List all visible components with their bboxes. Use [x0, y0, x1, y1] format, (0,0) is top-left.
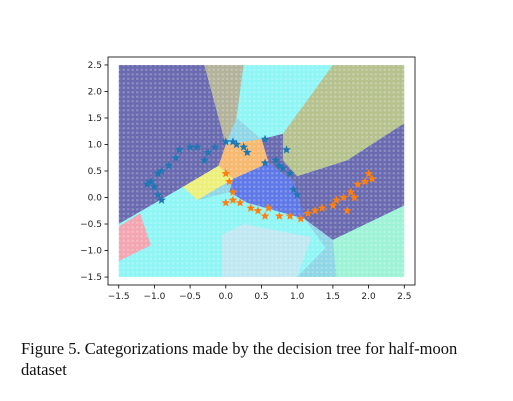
- y-tick-label: −0.5: [80, 220, 102, 230]
- x-tick-label: −0.5: [179, 292, 201, 302]
- plot-margin: [108, 57, 415, 65]
- y-axis: −1.5 −1.0 −0.5 0.0 0.5 1.0 1.5 2.0 2.5: [80, 61, 108, 283]
- class-0-point: [228, 137, 238, 146]
- x-tick-label: 2.0: [361, 292, 376, 302]
- class-0-point: [260, 158, 270, 167]
- class-1-point: [360, 177, 370, 186]
- class-0-point: [285, 169, 295, 178]
- class-1-point: [253, 206, 263, 215]
- class-1-point: [264, 203, 274, 212]
- class-0-point: [185, 142, 195, 151]
- class-1-point: [367, 174, 377, 183]
- class-1-point: [221, 198, 231, 207]
- class-0-point: [150, 182, 159, 191]
- x-axis: −1.5 −1.0 −0.5 0.0 0.5 1.0 1.5 2.0 2.5: [108, 285, 411, 302]
- y-tick-label: 0.5: [88, 167, 102, 177]
- plot-margin: [108, 57, 119, 285]
- x-tick-label: −1.0: [143, 292, 165, 302]
- figure-caption: Figure 5. Categorizations made by the de…: [21, 339, 458, 379]
- y-tick-label: 2.5: [88, 61, 102, 71]
- class-1-point: [274, 211, 284, 220]
- y-tick-label: 1.5: [88, 114, 102, 124]
- plot-margin: [404, 57, 415, 285]
- class-1-point: [342, 206, 352, 215]
- class-0-point: [200, 155, 209, 165]
- y-tick-label: −1.5: [80, 273, 102, 283]
- class-0-point: [175, 145, 184, 154]
- class-1-point: [260, 211, 270, 220]
- class-1-point: [221, 169, 231, 178]
- class-1-point: [225, 177, 234, 186]
- class-1-point: [332, 195, 341, 204]
- class-0-point: [142, 179, 152, 188]
- class-0-point: [171, 153, 181, 162]
- x-tick-label: 0.5: [254, 292, 268, 302]
- class-1-point: [296, 214, 306, 223]
- class-1-point: [328, 200, 338, 210]
- class-0-point: [271, 155, 281, 165]
- class-0-point: [274, 161, 284, 170]
- class-0-point: [210, 142, 220, 151]
- mesh-grid-texture: [118, 64, 405, 278]
- y-tick-label: 0.0: [88, 194, 103, 204]
- decision-tree-plot: −1.5 −1.0 −0.5 0.0 0.5 1.0 1.5 2.0 2.5 −1.5−1.0−…: [80, 56, 416, 302]
- class-0-point: [242, 147, 252, 157]
- class-0-point: [157, 195, 166, 204]
- class-0-point: [164, 161, 174, 170]
- class-0-point: [157, 166, 166, 175]
- class-0-point: [221, 137, 231, 146]
- class-1-point: [246, 203, 256, 212]
- class-1-point: [364, 169, 373, 178]
- class-0-point: [292, 190, 302, 199]
- class-1-point: [349, 192, 359, 202]
- x-tick-label: 1.0: [290, 292, 305, 302]
- class-1-point: [310, 206, 320, 215]
- decision-regions: [108, 57, 415, 285]
- class-1-point: [353, 179, 363, 188]
- class-0-point: [282, 145, 291, 154]
- x-tick-label: 1.5: [326, 292, 340, 302]
- class-0-point: [239, 142, 249, 151]
- class-0-point: [146, 177, 156, 186]
- sample-points: [142, 134, 377, 223]
- class-1-point: [228, 195, 238, 204]
- class-1-point: [285, 211, 295, 220]
- class-1-point: [228, 187, 238, 196]
- class-0-point: [260, 134, 270, 143]
- y-tick-label: 1.0: [88, 140, 103, 150]
- class-1-point: [339, 192, 348, 202]
- class-0-point: [232, 139, 241, 149]
- class-0-point: [203, 147, 213, 157]
- x-tick-label: 0.0: [219, 292, 234, 302]
- y-tick-label: 2.0: [88, 87, 103, 97]
- y-tick-label: −1.0: [80, 247, 102, 257]
- class-0-point: [153, 190, 163, 199]
- class-1-point: [303, 208, 313, 218]
- class-1-point: [346, 187, 356, 196]
- class-0-point: [289, 184, 298, 194]
- class-0-point: [192, 142, 202, 151]
- x-tick-label: −1.5: [108, 292, 130, 302]
- plot-margin: [108, 277, 415, 285]
- class-0-point: [153, 169, 163, 178]
- class-1-point: [235, 198, 245, 207]
- class-0-point: [278, 163, 288, 173]
- class-1-point: [317, 203, 327, 212]
- x-tick-label: 2.5: [397, 292, 411, 302]
